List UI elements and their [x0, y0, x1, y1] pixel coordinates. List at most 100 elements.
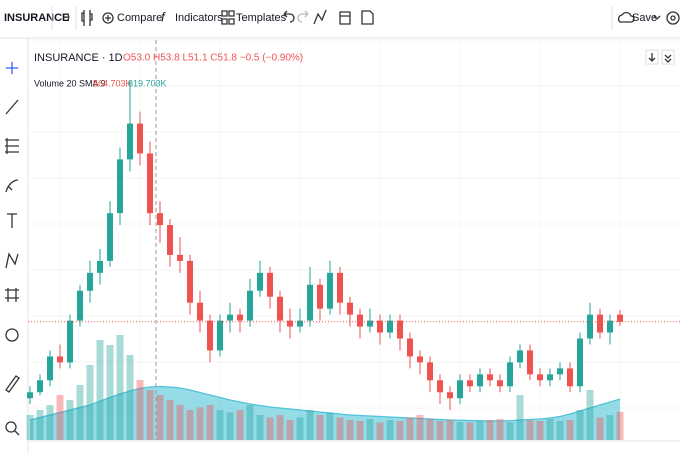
volume-bar [307, 410, 314, 440]
prediction-tool[interactable] [5, 288, 19, 302]
candle-body [27, 392, 33, 398]
candle-body [327, 273, 333, 309]
candle-body [497, 380, 503, 386]
candle-body [267, 273, 273, 297]
candle-body [347, 303, 353, 315]
candle-body [197, 303, 203, 321]
volume-bar [527, 420, 534, 440]
volume-bar [447, 420, 454, 440]
candle-body [397, 321, 403, 339]
volume-bar [427, 419, 434, 440]
volume-bar [137, 380, 144, 440]
candle-body [97, 261, 103, 273]
candle-body [527, 350, 533, 374]
candle-body [257, 273, 263, 291]
volume-bar [87, 365, 94, 440]
candle-body [457, 380, 463, 398]
volume-bar [197, 408, 204, 441]
candle-body [317, 285, 323, 309]
volume-bar [157, 395, 164, 440]
candle-body [247, 291, 253, 321]
candle-body [357, 315, 363, 327]
volume-bar [237, 410, 244, 440]
volume-bar [437, 421, 444, 440]
candle-body [207, 321, 213, 351]
candle-body [237, 315, 243, 321]
candle-body [427, 362, 433, 380]
candle-body [607, 321, 613, 333]
symbol[interactable]: INSURANCE [4, 12, 69, 24]
volume-bar [497, 419, 504, 440]
candle-body [537, 374, 543, 380]
zoom-handle [15, 431, 19, 435]
save[interactable]: Save [632, 12, 657, 24]
pattern-tool[interactable] [6, 254, 18, 268]
volume-bar [567, 420, 574, 440]
volume-bar [127, 355, 134, 440]
crosshair-tool[interactable] [6, 62, 18, 74]
candle-body [337, 273, 343, 303]
volume-bar [117, 335, 124, 440]
volume-bar [537, 421, 544, 440]
text-tool[interactable] [7, 214, 17, 228]
candle-body [107, 213, 113, 261]
volume-bar [107, 345, 114, 440]
volume-bar [477, 421, 484, 440]
volume-bar [37, 410, 44, 440]
volume-bar [267, 418, 274, 441]
line-tool[interactable] [6, 100, 18, 114]
candle-body [67, 321, 73, 363]
candle-body [167, 225, 173, 255]
volume-bar [247, 405, 254, 440]
candle-body [477, 374, 483, 386]
candle-body [37, 380, 43, 392]
legend-sma-value: 819.703K [128, 78, 167, 88]
volume-bar [367, 419, 374, 440]
volume-bar [457, 422, 464, 440]
volume-bar [147, 390, 154, 440]
candle-body [517, 350, 523, 362]
fib-tool[interactable] [5, 138, 19, 154]
candle-body [507, 362, 513, 386]
volume-bar [617, 412, 624, 440]
candle-body [127, 124, 133, 160]
interval[interactable]: D [62, 12, 70, 24]
volume-bar [317, 415, 324, 440]
templates[interactable]: Templates [236, 12, 287, 24]
zoom-tool[interactable] [6, 422, 16, 432]
volume-bar [217, 410, 224, 440]
volume-bar [187, 410, 194, 440]
volume-bar [167, 400, 174, 440]
volume-bar [507, 423, 514, 441]
legend-volume-value: 564.703K [93, 78, 132, 88]
volume-bar [547, 419, 554, 440]
legend-title: INSURANCE · 1D [34, 52, 123, 64]
volume-bar [347, 420, 354, 440]
plot [27, 40, 680, 440]
candle-body [87, 273, 93, 291]
volume-bar [337, 418, 344, 441]
ruler-tool[interactable] [6, 376, 19, 392]
volume-bar [467, 423, 474, 441]
candle-body [307, 285, 313, 321]
candle-body [437, 380, 443, 392]
candle-body [377, 321, 383, 333]
candle-body [547, 374, 553, 380]
candle-body [487, 374, 493, 380]
candle-body [557, 368, 563, 374]
icon-tool[interactable] [6, 329, 18, 341]
candle-body [417, 356, 423, 362]
candle-body [47, 356, 53, 380]
candle-body [297, 321, 303, 327]
volume-bar [77, 385, 84, 440]
candle-body [597, 315, 603, 333]
compare[interactable]: Compare [117, 12, 162, 24]
indicators[interactable]: Indicators [175, 12, 223, 24]
candle-body [77, 291, 83, 321]
candle-body [57, 356, 63, 362]
volume-bar [227, 413, 234, 441]
brush-tool[interactable] [6, 180, 18, 192]
volume-bar [417, 415, 424, 440]
candle-body [577, 339, 583, 387]
volume-bar [487, 420, 494, 440]
